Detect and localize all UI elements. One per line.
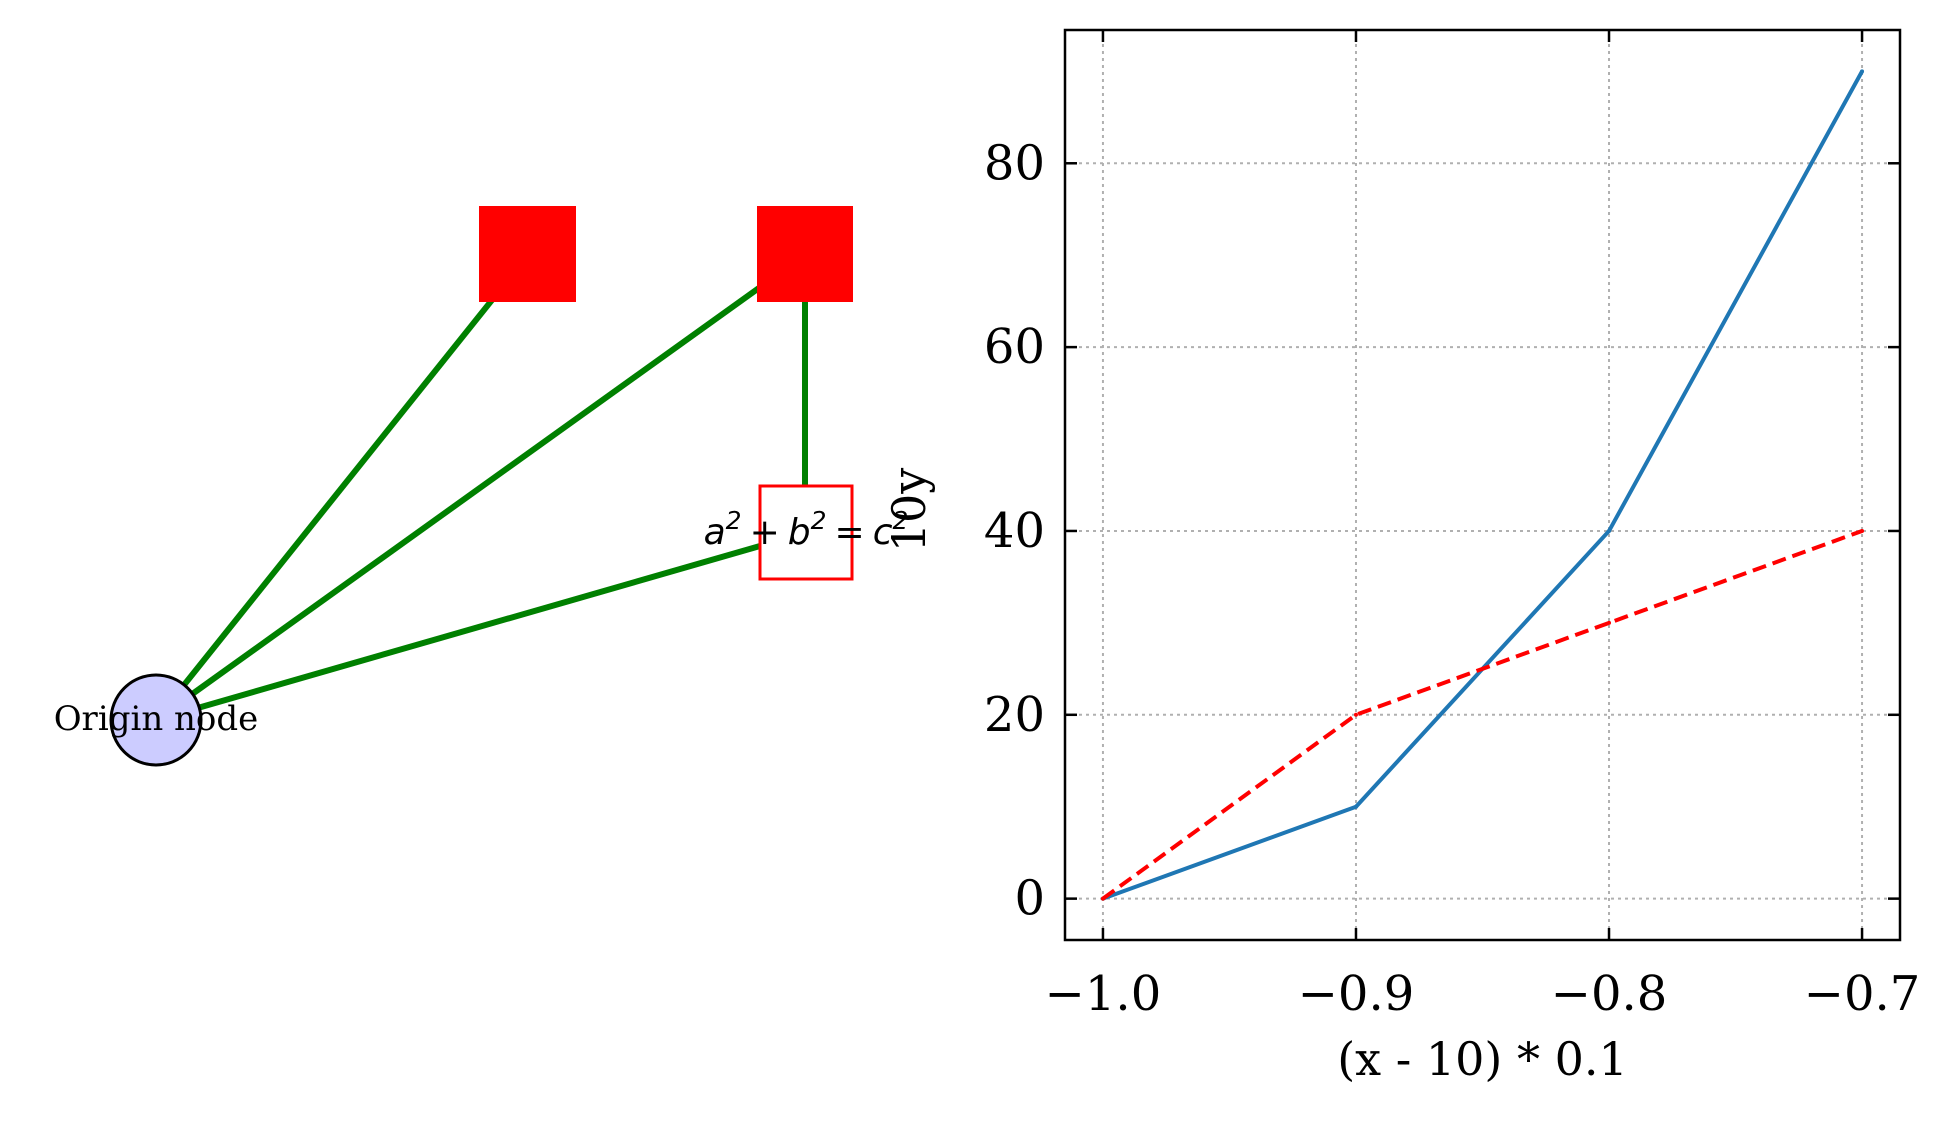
edge-origin-to-square-right [154,252,807,723]
origin-node [109,673,203,767]
chart-grid [1065,30,1900,940]
y-tick-label: 60 [984,319,1045,375]
series-line-2 [1101,529,1863,901]
edge-origin-to-formula-box [155,530,806,723]
series-line-1 [1102,70,1864,901]
y-tick-label: 40 [984,503,1045,559]
axes-frame [1063,28,1902,942]
x-tick-label: −0.7 [1804,966,1921,1022]
x-axis-label: (x - 10) * 0.1 [1337,1032,1628,1086]
series-1-point [1607,528,1612,533]
edge-origin-to-square-left [153,253,531,722]
chart-series [1100,69,1865,901]
y-axis-label: 10y [882,468,936,553]
x-tick-label: −0.9 [1298,966,1415,1022]
series-2-point [1607,620,1612,625]
y-tick-label: 0 [1014,871,1045,927]
diagram-panel: Origin node a2 + b2 = c2 [54,206,909,767]
series-2-point [1353,712,1358,717]
x-tick-label: −0.8 [1551,966,1668,1022]
chart-ticks [1065,30,1900,940]
line-chart: −1.0 −0.9 −0.8 −0.7 0 20 40 60 80 (x - 10) * 0.1… [882,28,1920,1086]
series-1-point [1353,804,1358,809]
y-tick-label: 20 [984,687,1045,743]
formula-label: a2 + b2 = c2 [704,506,909,553]
series-2-point [1860,528,1865,533]
x-tick-label: −1.0 [1045,966,1162,1022]
square-node-right [757,206,853,302]
origin-node-label: Origin node [54,699,259,739]
series-2-point [1100,896,1105,901]
diagram-edges [153,252,808,723]
y-tick-label: 80 [984,135,1045,191]
chart-tick-labels: −1.0 −0.9 −0.8 −0.7 0 20 40 60 80 [984,135,1920,1022]
square-node-left [479,206,576,302]
series-1-point [1860,69,1865,74]
formula-box-node [758,484,854,581]
